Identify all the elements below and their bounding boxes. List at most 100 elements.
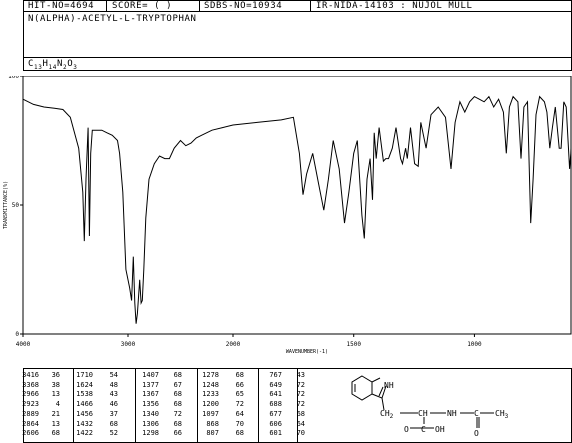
peak-cell: 1340 bbox=[142, 409, 159, 418]
peak-cell: 1298 bbox=[142, 429, 159, 438]
spectrum-header: HIT-NO=4694 SCORE= ( ) SDBS-NO=10934 IR-… bbox=[0, 0, 572, 76]
peak-cell: 1710 bbox=[76, 371, 93, 379]
sdbs-number: SDBS-NO=10934 bbox=[204, 1, 283, 11]
plot-border bbox=[22, 76, 572, 335]
acetyl-o-label: O bbox=[474, 429, 479, 438]
acetyl-c-label: C bbox=[474, 409, 479, 418]
peak-cell: 37 bbox=[109, 409, 118, 418]
peak-cell: 13 bbox=[51, 419, 60, 428]
peak-cell: 68 bbox=[109, 419, 118, 428]
peak-table-left-rule bbox=[23, 368, 24, 443]
peak-cell: 72 bbox=[296, 390, 305, 399]
peak-cell: 48 bbox=[109, 380, 118, 389]
chemical-structure: NH CH2 CH NH C CH3 C O O OH bbox=[351, 375, 509, 438]
peak-cell: 65 bbox=[235, 390, 244, 399]
header-row-rule bbox=[23, 11, 572, 12]
peak-cell: 807 bbox=[206, 429, 219, 438]
peak-cell: 72 bbox=[235, 400, 244, 409]
peak-cell: 68 bbox=[173, 419, 182, 428]
peak-cell: 2966 bbox=[22, 390, 39, 399]
peak-table-col-rule-0 bbox=[73, 368, 74, 443]
peak-cell: 72 bbox=[173, 409, 182, 418]
peak-cell: 688 bbox=[269, 400, 282, 409]
header-name-rule bbox=[23, 57, 572, 58]
carboxyl-oh-label: OH bbox=[435, 425, 445, 434]
header-top-rule bbox=[23, 0, 572, 1]
y-tick-label-50: 50 bbox=[12, 202, 20, 209]
plot-frame bbox=[22, 76, 572, 335]
x-tick-label-1000: 1000 bbox=[467, 341, 482, 348]
peak-cell: 1356 bbox=[142, 400, 159, 409]
peak-cell: 1407 bbox=[142, 371, 159, 379]
peak-cell: 46 bbox=[109, 400, 118, 409]
x-tick-label-3000: 3000 bbox=[121, 341, 136, 348]
peak-cell: 1233 bbox=[202, 390, 219, 399]
carboxyl-c-label: C bbox=[421, 425, 426, 434]
peak-cell: 68 bbox=[235, 371, 244, 379]
y-tick-label-0: 0 bbox=[15, 331, 19, 338]
molecular-formula: C13H14N2O3 bbox=[28, 59, 78, 71]
ch2-label: CH2 bbox=[380, 409, 394, 420]
peak-cell: 43 bbox=[296, 371, 305, 379]
peak-cell: 68 bbox=[235, 429, 244, 438]
peak-cell: 1422 bbox=[76, 429, 93, 438]
peak-table: 3416 36 1710 54 1407 68 1278 68 767 43 3368 38 1624 4… bbox=[0, 363, 572, 443]
axes-labels: 40003000200015001000500050100WAVENUMBER(… bbox=[3, 76, 482, 355]
carboxyl-o-label: O bbox=[404, 425, 409, 434]
peak-cell: 1456 bbox=[76, 409, 93, 418]
x-tick-label-4000: 4000 bbox=[16, 341, 31, 348]
peak-cell: 1097 bbox=[202, 409, 219, 418]
peak-table-col-rule-2 bbox=[197, 368, 198, 443]
peak-cell: 3368 bbox=[22, 380, 39, 389]
peak-cell: 767 bbox=[269, 371, 282, 379]
peak-cell: 43 bbox=[109, 390, 118, 399]
peak-cell: 1538 bbox=[76, 390, 93, 399]
peak-cell: 1466 bbox=[76, 400, 93, 409]
peak-cell: 1306 bbox=[142, 419, 159, 428]
peak-cell: 13 bbox=[51, 390, 60, 399]
peak-cell: 1432 bbox=[76, 419, 93, 428]
x-tick-label-2000: 2000 bbox=[226, 341, 241, 348]
peak-cell: 1248 bbox=[202, 380, 219, 389]
peak-cell: 21 bbox=[51, 409, 60, 418]
peak-cell: 1200 bbox=[202, 400, 219, 409]
peak-cell: 72 bbox=[296, 400, 305, 409]
peak-cell: 2864 bbox=[22, 419, 39, 428]
compound-name: N(ALPHA)-ACETYL-L-TRYPTOPHAN bbox=[28, 14, 197, 24]
methyl-label: CH3 bbox=[495, 409, 509, 420]
peak-cell: 70 bbox=[296, 429, 305, 438]
hit-number: HIT-NO=4694 bbox=[28, 1, 95, 11]
side-chain-bond bbox=[381, 397, 385, 411]
peak-cell: 1278 bbox=[202, 371, 219, 379]
peak-cell: 68 bbox=[296, 409, 305, 418]
header-bottom-rule bbox=[23, 70, 572, 71]
ir-code: IR-NIDA-14103 : NUJOL MULL bbox=[316, 1, 473, 11]
y-axis-title: TRANSMITTANCE(%) bbox=[3, 181, 9, 229]
peak-cell: 2889 bbox=[22, 409, 39, 418]
pyrrole-double-bond bbox=[378, 386, 384, 397]
peak-cell: 601 bbox=[269, 429, 282, 438]
peak-cell: 70 bbox=[235, 419, 244, 428]
peak-cell: 52 bbox=[109, 429, 118, 438]
y-tick-label-100: 100 bbox=[8, 76, 19, 80]
score: SCORE= ( ) bbox=[112, 1, 173, 11]
peak-cell: 68 bbox=[51, 429, 60, 438]
header-left-rule bbox=[23, 0, 24, 71]
pyrrole-bond-2 bbox=[371, 393, 383, 399]
spectrum-line-0 bbox=[22, 95, 572, 324]
axis-ticks bbox=[20, 76, 475, 337]
peak-cell: 2923 bbox=[22, 400, 39, 409]
peak-table-col-rule-1 bbox=[135, 368, 136, 443]
header-divider-2 bbox=[199, 0, 200, 11]
peak-cell: 677 bbox=[269, 409, 282, 418]
spectrum-series bbox=[22, 95, 572, 324]
peak-cell: 4 bbox=[55, 400, 60, 409]
peak-cell: 68 bbox=[173, 400, 182, 409]
peak-cell: 38 bbox=[51, 380, 60, 389]
peak-cell: 2606 bbox=[22, 429, 39, 438]
header-divider-3 bbox=[310, 0, 311, 11]
peak-cell: 649 bbox=[269, 380, 282, 389]
peak-cell: 72 bbox=[296, 380, 305, 389]
peak-cell: 54 bbox=[109, 371, 118, 379]
peak-table-col-rule-4 bbox=[297, 368, 298, 443]
